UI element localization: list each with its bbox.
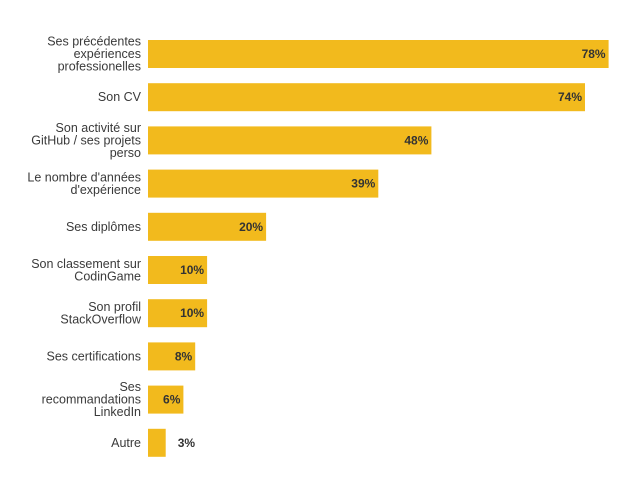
- bar-0: [148, 40, 609, 68]
- value-label: 3%: [178, 436, 196, 450]
- category-label: Son CV: [98, 90, 142, 104]
- category-label: Son classement sur CodinGame: [31, 257, 141, 284]
- category-label: Ses certifications: [47, 349, 141, 363]
- category-label: Le nombre d'années d'expérience: [27, 170, 141, 197]
- value-label: 74%: [558, 90, 582, 104]
- category-labels: Ses précédentes expériences professionelle…: [27, 35, 142, 450]
- value-labels: 78% 74% 48% 39% 20% 10% 10% 8% 6% 3%: [163, 47, 606, 450]
- category-label: Ses précédentes expériences professionelle…: [47, 35, 141, 74]
- bar-1: [148, 83, 585, 112]
- value-label: 10%: [180, 306, 204, 320]
- bar-6: [148, 299, 208, 328]
- value-label: 39%: [351, 177, 375, 191]
- value-label: 10%: [180, 263, 204, 277]
- category-label: Son activité sur GitHub / ses projets pers…: [31, 121, 141, 160]
- value-label: 6%: [163, 393, 181, 407]
- category-label: Son profil StackOverflow: [60, 300, 142, 327]
- bar-3: [148, 169, 379, 198]
- value-label: 8%: [175, 349, 193, 363]
- bar-2: [148, 126, 432, 155]
- bar-7: [148, 342, 196, 371]
- value-label: 48%: [404, 133, 428, 147]
- bar-8: [148, 385, 184, 414]
- bar-9: [148, 428, 166, 457]
- value-label: 78%: [582, 47, 606, 61]
- value-label: 20%: [239, 220, 263, 234]
- category-label: Ses diplômes: [66, 220, 141, 234]
- bars-group: [148, 40, 609, 457]
- bar-5: [148, 256, 208, 284]
- bar-4: [148, 212, 267, 241]
- category-label: Ses recommandations LinkedIn: [42, 380, 141, 419]
- category-label: Autre: [111, 436, 141, 450]
